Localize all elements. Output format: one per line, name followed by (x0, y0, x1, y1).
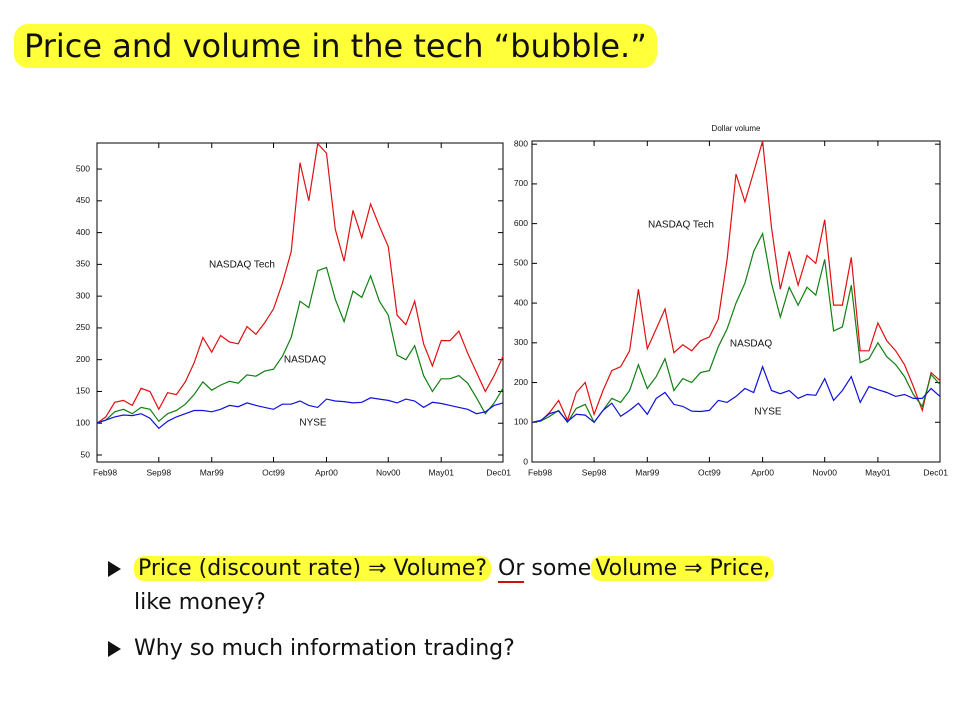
charts: 50 100 150 200 250 300 350 400 450 500 Feb98 Sep98 M… (76, 124, 948, 477)
y-tick-label: 0 (523, 456, 528, 466)
chart-title: Dollar volume (712, 124, 761, 133)
x-tick-label: Sep98 (582, 467, 607, 477)
bullet: Price (discount rate) ⇒ Volume? Or some V… (134, 554, 775, 584)
y-tick-label: 100 (514, 417, 528, 427)
underlined-text: Or (498, 556, 525, 583)
series-line (96, 266, 504, 424)
y-tick-label: 500 (514, 258, 528, 268)
bullet-marker (108, 561, 121, 577)
plot-frame (96, 142, 504, 463)
x-tick-label: Mar99 (200, 467, 224, 477)
y-tick-label: 350 (76, 259, 90, 269)
series-label: NYSE (754, 407, 782, 418)
y-tick-label: 600 (514, 218, 528, 228)
x-tick-label: Feb98 (528, 467, 552, 477)
series-label: NASDAQ Tech (209, 260, 275, 271)
plot-frame (531, 140, 941, 463)
y-tick-label: 500 (76, 163, 90, 173)
x-tick-label: May01 (865, 467, 891, 477)
y-tick-label: 300 (514, 337, 528, 347)
x-tick-label: Feb98 (93, 467, 117, 477)
highlight: Price (discount rate) ⇒ Volume? (134, 556, 492, 581)
x-tick-label: Nov00 (376, 467, 401, 477)
y-tick-label: 450 (76, 195, 90, 205)
x-tick-label: Sep98 (146, 467, 171, 477)
series-line (96, 397, 504, 430)
y-tick-label: 200 (76, 354, 90, 364)
y-tick-label: 700 (514, 178, 528, 188)
x-tick-label: Nov00 (812, 467, 837, 477)
series-label: NASDAQ Tech (648, 220, 714, 231)
y-tick-label: 250 (76, 322, 90, 332)
x-tick-label: Apr00 (315, 467, 338, 477)
y-tick-label: 800 (514, 138, 528, 148)
y-tick-label: 50 (81, 449, 91, 459)
y-tick-label: 400 (76, 227, 90, 237)
series-line (531, 231, 941, 424)
series-line (531, 364, 941, 424)
bullet-marker (108, 641, 121, 657)
series-line (96, 142, 504, 424)
series-label: NYSE (299, 418, 327, 429)
text: some (531, 556, 592, 581)
x-tick-label: Apr00 (751, 467, 774, 477)
y-tick-label: 150 (76, 386, 90, 396)
bullet: Why so much information trading? (134, 636, 515, 661)
y-tick-label: 200 (514, 377, 528, 387)
series-label: NASDAQ (284, 355, 326, 366)
y-tick-label: 400 (514, 297, 528, 307)
x-tick-label: Oct99 (262, 467, 285, 477)
bullet-continuation: like money? (134, 590, 266, 615)
x-tick-label: Dec01 (923, 467, 948, 477)
x-tick-label: Dec01 (486, 467, 511, 477)
series-label: NASDAQ (730, 339, 772, 350)
x-tick-label: May01 (428, 467, 454, 477)
x-tick-label: Mar99 (635, 467, 659, 477)
y-tick-label: 300 (76, 290, 90, 300)
slide-title: Price and volume in the tech “bubble.” (14, 24, 657, 68)
series-line (531, 140, 941, 423)
x-tick-label: Oct99 (698, 467, 721, 477)
highlight: Volume ⇒ Price, (591, 556, 775, 581)
y-tick-label: 100 (76, 417, 90, 427)
